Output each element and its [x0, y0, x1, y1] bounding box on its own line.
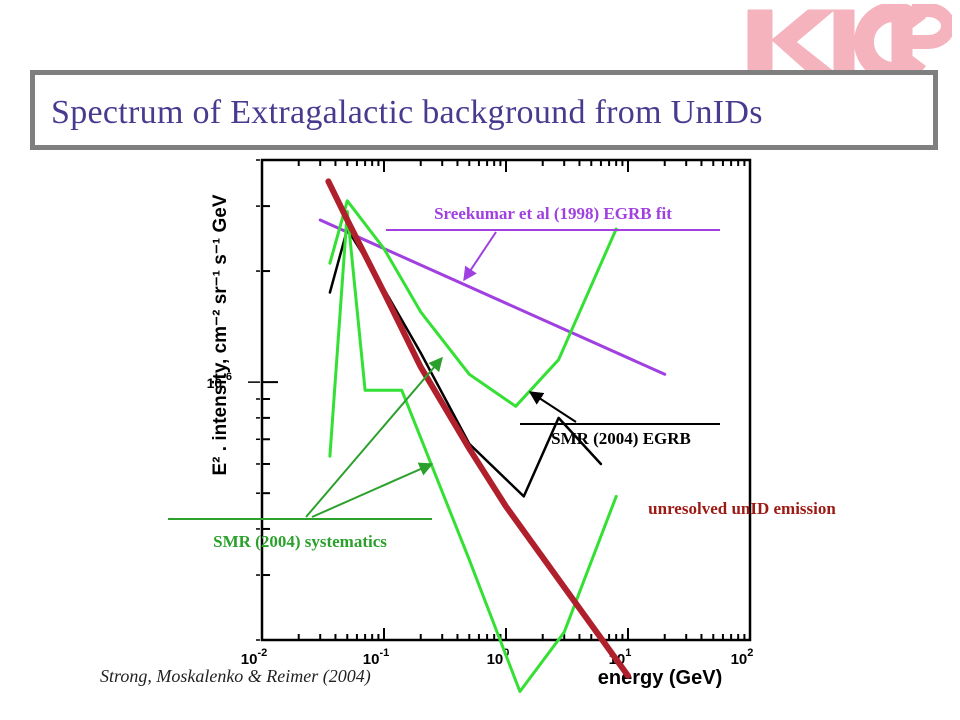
annotation-unid: unresolved unID emission [648, 499, 836, 518]
logo-k-stem [747, 9, 773, 73]
systematics-upper-line [328, 199, 618, 408]
annotation-systematics-arrow-upper [305, 356, 443, 518]
egrb-line [328, 227, 603, 498]
systematics-lower-line [328, 210, 618, 693]
annotation-egrb-fit: Sreekumar et al (1998) EGRB fit [434, 204, 672, 223]
annotation-systematics-arrow-lower [311, 462, 434, 518]
x-tick-label: 10-2 [241, 647, 267, 668]
annotation-egrb-arrow [528, 391, 577, 423]
x-tick-label: 10-1 [363, 647, 389, 668]
logo-p-bowl [912, 4, 952, 49]
citation-caption: Strong, Moskalenko & Reimer (2004) [100, 666, 371, 686]
egrb-fit-line [318, 218, 667, 376]
annotation-egrb-fit-arrow [463, 231, 497, 282]
x-axis-label: energy (GeV) [598, 667, 722, 689]
unid-emission-line [325, 178, 631, 679]
y-axis-label: E² . intensity, cm⁻² sr⁻¹ s⁻¹ GeV [210, 194, 231, 475]
annotation-systematics: SMR (2004) systematics [213, 532, 387, 551]
title-box: Spectrum of Extragalactic background fro… [30, 70, 938, 150]
y-tick-label: 10-6 [207, 371, 232, 391]
x-tick-label: 102 [731, 647, 754, 668]
annotation-egrb: SMR (2004) EGRB [551, 429, 691, 448]
slide-title: Spectrum of Extragalactic background fro… [51, 94, 763, 131]
